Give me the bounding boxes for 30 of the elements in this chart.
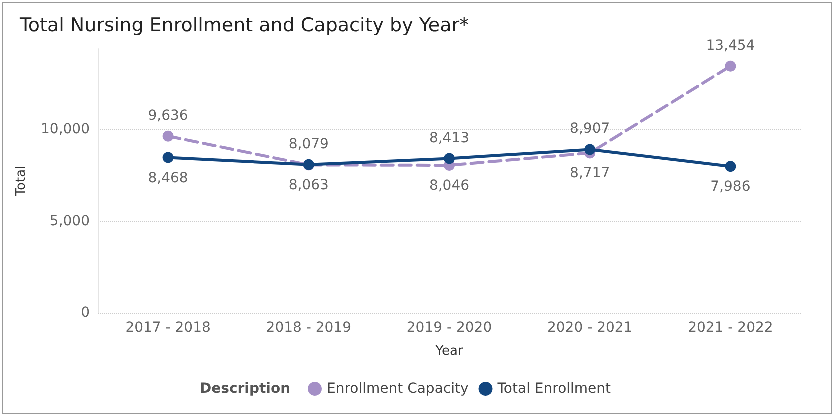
x-axis-title: Year [434, 344, 464, 359]
point [584, 144, 596, 156]
legend-label: Total Enrollment [496, 381, 612, 397]
data-label: 8,907 [570, 121, 610, 138]
point [725, 161, 736, 172]
point [162, 152, 174, 164]
point [725, 60, 736, 72]
data-label: 9,636 [148, 108, 188, 124]
data-label: 8,046 [429, 178, 470, 194]
x-tick-label: 2018 - 2019 [266, 320, 352, 336]
y-tick-label: 10,000 [41, 122, 90, 138]
data-label: 8,468 [148, 170, 188, 186]
x-tick-label: 2017 - 2018 [126, 320, 211, 336]
data-label: 13,454 [706, 38, 756, 54]
y-tick-label: 0 [81, 305, 90, 321]
data-label: 8,413 [429, 130, 470, 146]
y-tick-label: 5,000 [50, 213, 90, 230]
data-label: 8,063 [288, 178, 329, 194]
y-axis-title: Total [14, 166, 29, 198]
legend-title: Description [200, 381, 291, 397]
point [444, 153, 455, 164]
x-tick-label: 2020 - 2021 [547, 320, 633, 336]
x-tick-label: 2021 - 2022 [688, 320, 774, 336]
data-label: 8,717 [570, 166, 610, 182]
legend-label: Enrollment Capacity [327, 381, 469, 397]
data-label: 7,986 [710, 179, 751, 196]
point [162, 130, 174, 142]
data-label: 8,079 [288, 136, 329, 152]
chart-title: Total Nursing Enrollment and Capacity by Year* [19, 14, 470, 36]
x-tick-label: 2019 - 2020 [406, 320, 492, 336]
